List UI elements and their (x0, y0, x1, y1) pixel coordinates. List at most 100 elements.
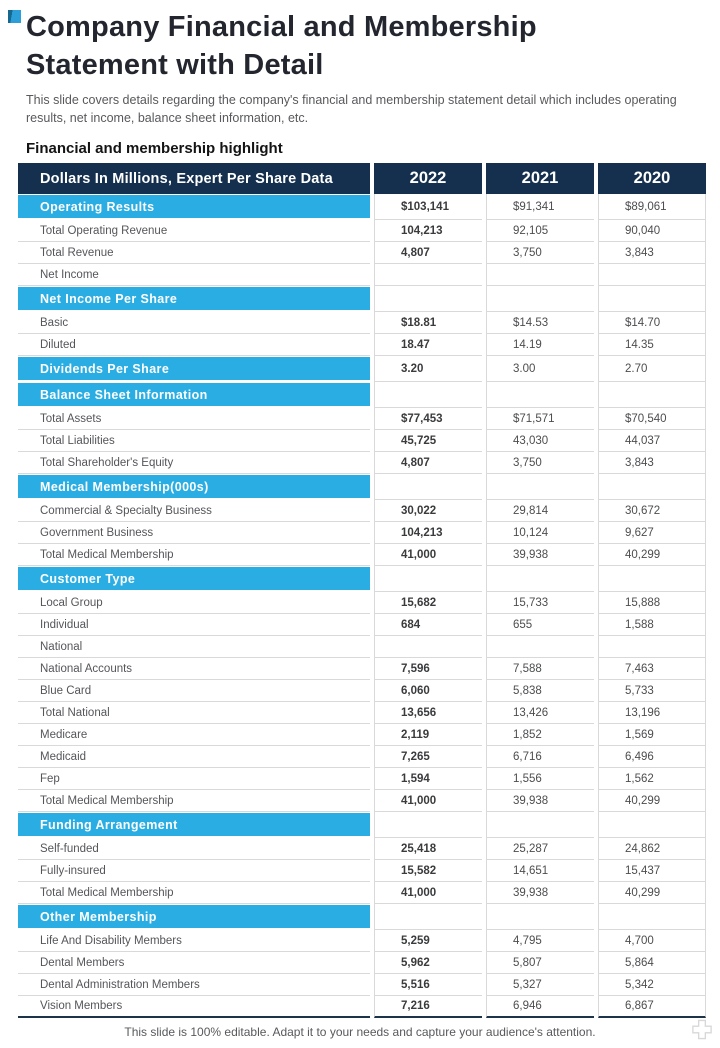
table-row: Total Liabilities 45,725 43,030 44,037 (18, 430, 706, 453)
slide-description: This slide covers details regarding the … (26, 93, 677, 126)
cell-2020: 2.70 (598, 356, 706, 383)
table-row: Commercial & Specialty Business 30,022 29,… (18, 500, 706, 523)
cell-2021 (486, 382, 594, 409)
table-row: Fully-insured 15,582 14,651 15,437 (18, 860, 706, 883)
cell-2022 (374, 566, 482, 593)
cell-2020: $70,540 (598, 408, 706, 431)
financial-table: Dollars In Millions, Expert Per Share Da… (14, 163, 710, 1019)
cell-2020: 44,037 (598, 430, 706, 453)
row-label: Net Income Per Share (18, 286, 370, 313)
section-row: Operating Results $103,141 $91,341 $89,061 (18, 194, 706, 221)
section-row: Net Income Per Share (18, 286, 706, 313)
row-label: Local Group (18, 592, 370, 615)
row-label: Customer Type (18, 566, 370, 593)
header-metric-label: Dollars In Millions, Expert Per Share Da… (18, 163, 370, 195)
row-label: Blue Card (18, 680, 370, 703)
cell-2022: 18.47 (374, 334, 482, 357)
cell-2022 (374, 904, 482, 931)
row-label: Life And Disability Members (18, 930, 370, 953)
plus-icon (690, 1018, 714, 1046)
cell-2020: 9,627 (598, 522, 706, 545)
cell-2020: 5,342 (598, 974, 706, 997)
cell-2021: 13,426 (486, 702, 594, 725)
table-row: Diluted 18.47 14.19 14.35 (18, 334, 706, 357)
row-label: Total Operating Revenue (18, 220, 370, 243)
cell-2022: 5,962 (374, 952, 482, 975)
row-label: Medicare (18, 724, 370, 747)
cell-2022: $103,141 (374, 194, 482, 221)
cell-2020: 5,733 (598, 680, 706, 703)
cell-2020: 4,700 (598, 930, 706, 953)
cell-2020: 5,864 (598, 952, 706, 975)
section-row: Other Membership (18, 904, 706, 931)
cell-2022 (374, 286, 482, 313)
cell-2021: 3,750 (486, 242, 594, 265)
table-row: Local Group 15,682 15,733 15,888 (18, 592, 706, 615)
cell-2020: 3,843 (598, 242, 706, 265)
cell-2020 (598, 904, 706, 931)
table-row: National (18, 636, 706, 659)
cell-2021: 5,807 (486, 952, 594, 975)
row-label: Total Assets (18, 408, 370, 431)
cell-2020: 1,588 (598, 614, 706, 637)
cell-2021: 1,852 (486, 724, 594, 747)
cell-2022: 15,682 (374, 592, 482, 615)
table-row: Blue Card 6,060 5,838 5,733 (18, 680, 706, 703)
table-row: Vision Members 7,216 6,946 6,867 (18, 996, 706, 1019)
cell-2021: 29,814 (486, 500, 594, 523)
cell-2021: 5,327 (486, 974, 594, 997)
cell-2022: 3.20 (374, 356, 482, 383)
cell-2021: 39,938 (486, 790, 594, 813)
cell-2020 (598, 286, 706, 313)
cell-2020 (598, 264, 706, 287)
cell-2020: $89,061 (598, 194, 706, 221)
cell-2021 (486, 566, 594, 593)
cell-2022: 41,000 (374, 882, 482, 905)
cell-2022: 7,216 (374, 996, 482, 1019)
row-label: National Accounts (18, 658, 370, 681)
row-label: Dental Administration Members (18, 974, 370, 997)
table-row: Total Operating Revenue 104,213 92,105 90,0… (18, 220, 706, 243)
table-row: Total Medical Membership 41,000 39,938 40,2… (18, 544, 706, 567)
cell-2020: 6,496 (598, 746, 706, 769)
row-label: Self-funded (18, 838, 370, 861)
cell-2021: 39,938 (486, 882, 594, 905)
row-label: Total Shareholder's Equity (18, 452, 370, 475)
cell-2022: $18.81 (374, 312, 482, 335)
table-heading: Financial and membership highlight (26, 140, 283, 158)
cell-2021: 6,946 (486, 996, 594, 1019)
table-row: Total Medical Membership 41,000 39,938 40,2… (18, 790, 706, 813)
cell-2020: 1,562 (598, 768, 706, 791)
cell-2022 (374, 474, 482, 501)
table-body: Operating Results $103,141 $91,341 $89,061 T… (18, 194, 706, 1019)
cell-2020: 30,672 (598, 500, 706, 523)
table-row: Total Shareholder's Equity 4,807 3,750 3,84… (18, 452, 706, 475)
row-label: Total Medical Membership (18, 882, 370, 905)
table-row: Government Business 104,213 10,124 9,627 (18, 522, 706, 545)
cell-2022: 684 (374, 614, 482, 637)
row-label: Total Medical Membership (18, 544, 370, 567)
cell-2022: 7,265 (374, 746, 482, 769)
cell-2020: 6,867 (598, 996, 706, 1019)
cell-2020 (598, 812, 706, 839)
cell-2020: 14.35 (598, 334, 706, 357)
table-row: Total Assets $77,453 $71,571 $70,540 (18, 408, 706, 431)
cell-2022: 5,516 (374, 974, 482, 997)
row-label: Basic (18, 312, 370, 335)
cell-2022: 5,259 (374, 930, 482, 953)
cell-2022: 6,060 (374, 680, 482, 703)
footer-note: This slide is 100% editable. Adapt it to… (124, 1025, 596, 1039)
section-row: Balance Sheet Information (18, 382, 706, 409)
cell-2022 (374, 636, 482, 659)
cell-2021: 4,795 (486, 930, 594, 953)
row-label: Fep (18, 768, 370, 791)
table-header: Dollars In Millions, Expert Per Share Da… (18, 163, 706, 195)
cell-2021: 43,030 (486, 430, 594, 453)
row-label: National (18, 636, 370, 659)
cell-2020 (598, 382, 706, 409)
table-row: Dental Administration Members 5,516 5,327 5… (18, 974, 706, 997)
section-row: Funding Arrangement (18, 812, 706, 839)
cell-2021: 655 (486, 614, 594, 637)
cell-2021: $14.53 (486, 312, 594, 335)
table-row: Total National 13,656 13,426 13,196 (18, 702, 706, 725)
